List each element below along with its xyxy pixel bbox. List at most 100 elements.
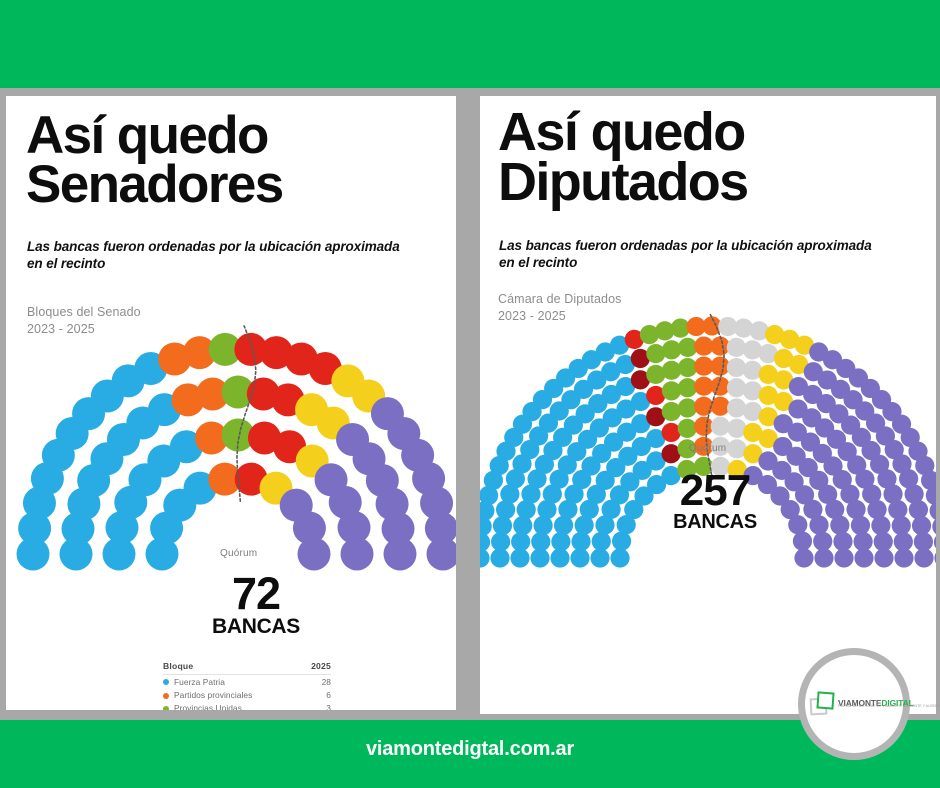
deputies-quorum-label: Quórum bbox=[689, 443, 727, 454]
seat-dot bbox=[733, 318, 754, 338]
seat-dot bbox=[743, 444, 763, 464]
seat-dot bbox=[826, 429, 847, 449]
seat-dot bbox=[677, 418, 697, 438]
seat-dot bbox=[655, 321, 675, 341]
seat-dot bbox=[693, 456, 714, 476]
seat-dot bbox=[883, 484, 903, 504]
seat-dot bbox=[833, 531, 853, 552]
seat-dot bbox=[911, 516, 932, 536]
seat-dot bbox=[549, 469, 569, 489]
senate-title: Así quedo Senadores bbox=[26, 106, 284, 214]
seat-dot bbox=[616, 399, 636, 419]
seat-dot bbox=[221, 375, 255, 409]
seat-dot bbox=[800, 432, 820, 452]
seat-dot bbox=[557, 455, 577, 475]
seat-dot bbox=[809, 470, 829, 491]
seat-dot bbox=[572, 470, 592, 490]
seat-dot bbox=[686, 316, 706, 337]
seat-dot bbox=[661, 466, 681, 486]
seat-dot bbox=[892, 454, 912, 474]
seat-dot bbox=[908, 441, 928, 461]
seat-dot bbox=[792, 531, 813, 551]
seat-dot bbox=[564, 484, 584, 504]
seat-dot bbox=[646, 428, 666, 449]
seat-dot bbox=[483, 470, 503, 490]
seat-dot bbox=[742, 340, 762, 360]
senate-legend-table: Bloque 2025 Fuerza Patria 28 Partidos prov… bbox=[163, 661, 331, 710]
seat-dot bbox=[601, 362, 621, 382]
deputies-card: Así quedo Diputados Las bancas fueron or… bbox=[480, 96, 936, 714]
seat-dot bbox=[921, 470, 936, 490]
seat-dot bbox=[646, 343, 666, 364]
seat-dot bbox=[774, 348, 794, 369]
seat-dot bbox=[929, 501, 936, 520]
seat-dot bbox=[758, 385, 778, 406]
seat-dot bbox=[500, 484, 520, 504]
senate-subtitle: Las bancas fueron ordenadas por la ubica… bbox=[27, 239, 400, 271]
seat-dot bbox=[846, 499, 866, 520]
seat-dot bbox=[480, 501, 495, 521]
legend-seat-count: 6 bbox=[326, 689, 331, 700]
seat-dot bbox=[609, 485, 630, 505]
seat-dot bbox=[615, 354, 635, 375]
seat-dot bbox=[770, 486, 790, 506]
seat-dot bbox=[590, 548, 610, 568]
seat-dot bbox=[495, 500, 516, 520]
seat-dot bbox=[573, 379, 594, 399]
seat-dot bbox=[491, 532, 511, 552]
seat-dot bbox=[837, 442, 857, 462]
seat-dot bbox=[620, 472, 640, 492]
senate-hemicycle-chart bbox=[6, 296, 456, 596]
seat-dot bbox=[534, 454, 554, 474]
seat-dot bbox=[813, 531, 833, 551]
seat-dot bbox=[221, 418, 255, 452]
seat-dot bbox=[618, 446, 638, 466]
seat-dot bbox=[798, 458, 818, 478]
seat-dot bbox=[764, 325, 785, 345]
seat-dot bbox=[830, 515, 850, 535]
seat-dot bbox=[757, 474, 778, 495]
seat-dot bbox=[595, 342, 615, 362]
seat-dot bbox=[516, 500, 536, 520]
logo-squares-icon bbox=[809, 691, 836, 716]
senate-seat-total: 72 BANCAS bbox=[196, 571, 316, 638]
seat-dot bbox=[934, 552, 936, 564]
seat-dot bbox=[874, 548, 894, 568]
seat-dot bbox=[511, 532, 531, 552]
seat-dot bbox=[426, 537, 456, 571]
quorum-divider-line bbox=[236, 325, 257, 502]
seat-dot bbox=[726, 378, 747, 398]
seat-dot bbox=[158, 342, 192, 376]
seat-dot bbox=[624, 329, 644, 349]
seat-dot bbox=[710, 396, 730, 416]
seat-dot bbox=[786, 446, 806, 466]
seat-dot bbox=[337, 511, 371, 545]
seat-dot bbox=[551, 531, 571, 552]
legend-row: Provincias Unidas 3 bbox=[163, 701, 331, 710]
seat-dot bbox=[615, 376, 636, 397]
seat-dot bbox=[571, 531, 591, 552]
seat-dot bbox=[773, 436, 793, 457]
seat-dot bbox=[527, 469, 547, 489]
seat-dot bbox=[710, 376, 730, 396]
seat-dot bbox=[208, 462, 242, 496]
seat-dot bbox=[855, 469, 875, 489]
seat-dot bbox=[788, 376, 809, 397]
deputies-seat-total: 257 BANCAS bbox=[655, 466, 775, 533]
seat-dot bbox=[102, 537, 136, 571]
seat-dot bbox=[787, 422, 807, 442]
seat-dot bbox=[884, 440, 904, 460]
seat-dot bbox=[847, 455, 867, 475]
seat-dot bbox=[646, 364, 666, 385]
seat-dot bbox=[794, 548, 814, 568]
deputies-seat-total-number: 257 bbox=[679, 466, 751, 515]
seat-dot bbox=[567, 442, 587, 462]
seat-dot bbox=[758, 364, 778, 385]
seat-dot bbox=[743, 422, 763, 443]
seat-dot bbox=[611, 531, 632, 551]
logo-word-digital: DIGITAL bbox=[881, 698, 914, 708]
logo-tagline: PORTAL DE NOTICIAS DE VIAMONTE, VIAMONTE… bbox=[838, 704, 940, 708]
seat-dot bbox=[630, 391, 651, 412]
seat-dot bbox=[867, 499, 887, 520]
seat-dot bbox=[328, 485, 362, 519]
